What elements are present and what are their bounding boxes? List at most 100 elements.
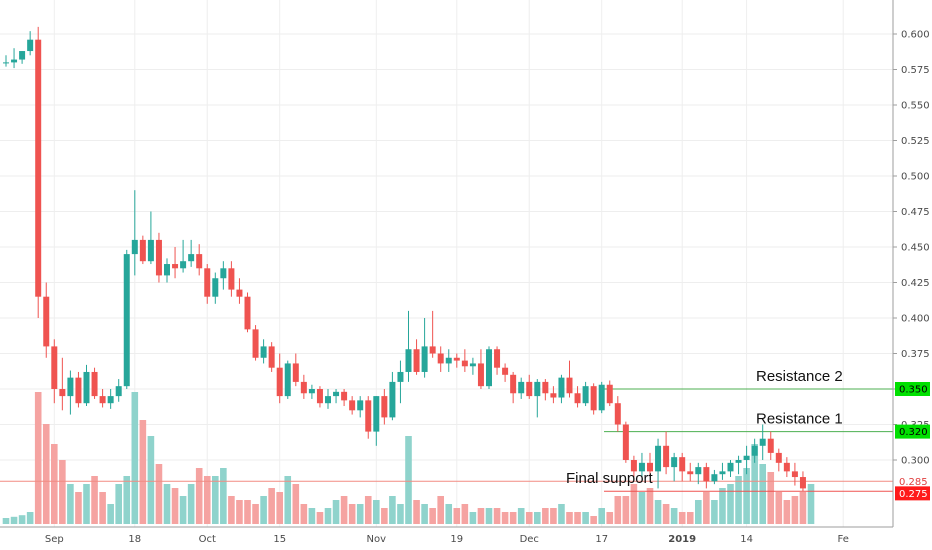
volume-bar: [308, 508, 316, 524]
candle-body: [477, 363, 484, 387]
candles: [3, 26, 806, 492]
candle-body: [252, 329, 259, 358]
x-tick-label: Sep: [45, 534, 64, 545]
candle-body: [743, 455, 750, 460]
volume-bar: [99, 492, 106, 524]
candle-body: [647, 462, 653, 472]
x-tick-label: 14: [740, 534, 753, 545]
candle-body: [196, 254, 203, 269]
candle-body: [260, 346, 267, 358]
candle-body: [622, 424, 629, 460]
volume-bar: [678, 512, 686, 524]
volume-bar: [469, 512, 477, 524]
x-tick-label: Dec: [520, 534, 539, 545]
candle-body: [638, 462, 645, 472]
volume-bar: [517, 508, 525, 524]
badge-resistance-1-text: 0.320: [899, 427, 928, 438]
candle-body: [172, 264, 179, 269]
volume-bar: [437, 496, 444, 524]
candle-body: [751, 445, 758, 456]
candle-body: [719, 471, 726, 475]
volume-bar: [115, 484, 122, 524]
candle-body: [655, 445, 662, 472]
volume-bar: [324, 508, 332, 524]
label-resistance-1: Resistance 1: [756, 411, 843, 428]
volume-bar: [51, 444, 58, 524]
volume-bar: [405, 436, 412, 524]
volume-bars: [2, 392, 815, 524]
volume-bar: [107, 504, 114, 524]
label-resistance-2: Resistance 2: [756, 368, 843, 385]
y-axis-labels: 0.3000.3250.3500.3750.4000.4250.4500.475…: [893, 30, 930, 467]
volume-bar: [244, 500, 251, 524]
candle-body: [759, 438, 766, 446]
volume-bar: [534, 512, 541, 524]
volume-bar: [783, 500, 791, 524]
volume-bar: [622, 496, 630, 524]
candle-body: [534, 381, 541, 397]
candle-body: [292, 363, 299, 382]
grid: [0, 0, 893, 527]
candle-body: [228, 268, 235, 290]
volume-bar: [42, 424, 50, 524]
x-tick-label: Nov: [367, 534, 387, 545]
volume-bar: [646, 488, 654, 524]
candle-body: [204, 268, 211, 297]
volume-bar: [179, 496, 187, 524]
volume-bar: [654, 500, 662, 524]
volume-bar: [421, 504, 428, 524]
annotation-labels: Resistance 2 Resistance 1 Final support: [566, 368, 843, 487]
candle-body: [429, 346, 436, 354]
volume-bar: [606, 512, 614, 524]
candle-body: [510, 374, 517, 394]
candle-body: [671, 457, 678, 468]
candle-body: [276, 367, 283, 397]
candle-body: [502, 367, 509, 375]
volume-bar: [558, 504, 565, 524]
volume-bar: [445, 504, 453, 524]
volume-bar: [83, 484, 90, 524]
candle-body: [687, 471, 694, 475]
candle-body: [244, 296, 251, 330]
candle-body: [155, 239, 162, 276]
volume-bar: [807, 484, 815, 524]
volume-bar: [10, 516, 18, 524]
volume-bar: [171, 488, 179, 524]
y-tick-label: 0.400: [901, 314, 930, 325]
volume-bar: [453, 508, 461, 524]
volume-bar: [582, 512, 589, 524]
volume-bar: [525, 512, 533, 524]
volume-bar: [268, 488, 275, 524]
candle-body: [316, 389, 323, 404]
candle-body: [51, 346, 58, 389]
candle-body: [405, 349, 412, 372]
badge-final-support-text: 0.275: [899, 489, 928, 500]
candle-body: [437, 353, 444, 364]
volume-bar: [686, 512, 694, 524]
candle-body: [212, 278, 219, 297]
candle-body: [341, 391, 348, 401]
volume-bar: [155, 464, 163, 524]
volume-bar: [203, 476, 211, 524]
volume-bar: [18, 515, 26, 524]
candle-body: [27, 39, 34, 52]
y-tick-label: 0.550: [901, 101, 930, 112]
candle-body: [679, 457, 686, 472]
volume-bar: [212, 476, 219, 524]
x-tick-label: Oct: [199, 534, 216, 545]
volume-bar: [348, 504, 356, 524]
volume-bar: [292, 484, 300, 524]
volume-bar: [598, 508, 605, 524]
candle-body: [19, 51, 26, 60]
volume-bar: [236, 500, 243, 524]
candle-body: [99, 396, 106, 404]
badge-current-price: [895, 474, 930, 489]
volume-bar: [614, 496, 622, 524]
volume-bar: [799, 492, 807, 524]
volume-bar: [356, 504, 364, 524]
candle-body: [574, 393, 581, 404]
candle-body: [663, 445, 670, 468]
y-tick-label: 0.425: [901, 278, 930, 289]
volume-bar: [477, 508, 485, 524]
volume-bar: [413, 500, 420, 524]
